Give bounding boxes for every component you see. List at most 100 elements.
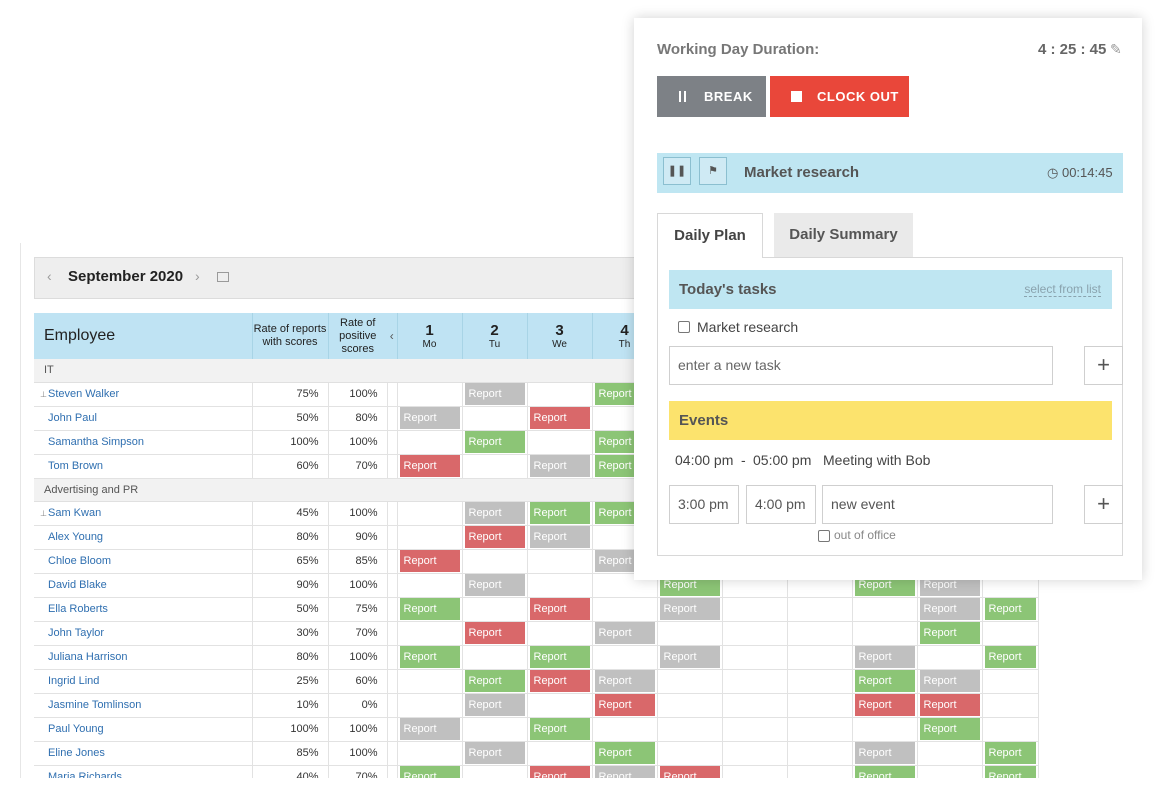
- report-cell[interactable]: [462, 454, 528, 479]
- report-cell[interactable]: Report: [397, 406, 463, 431]
- report-badge[interactable]: Report: [919, 670, 980, 692]
- pause-task-button[interactable]: ❚❚: [663, 157, 691, 185]
- report-badge[interactable]: Report: [464, 574, 525, 596]
- report-cell[interactable]: Report: [462, 693, 528, 718]
- report-cell[interactable]: Report: [592, 741, 658, 766]
- report-cell[interactable]: [722, 717, 788, 742]
- report-badge[interactable]: Report: [399, 550, 460, 572]
- report-cell[interactable]: [917, 741, 983, 766]
- report-cell[interactable]: [592, 717, 658, 742]
- report-cell[interactable]: Report: [852, 693, 918, 718]
- report-badge[interactable]: Report: [984, 598, 1036, 620]
- report-cell[interactable]: [787, 717, 853, 742]
- tab-daily-summary[interactable]: Daily Summary: [774, 213, 913, 257]
- report-cell[interactable]: [722, 765, 788, 778]
- report-cell[interactable]: [592, 645, 658, 670]
- report-badge[interactable]: Report: [984, 742, 1036, 764]
- report-badge[interactable]: Report: [594, 742, 655, 764]
- next-month-button[interactable]: ›: [195, 268, 200, 284]
- report-cell[interactable]: Report: [592, 669, 658, 694]
- report-cell[interactable]: Report: [462, 621, 528, 646]
- report-cell[interactable]: [722, 693, 788, 718]
- report-cell[interactable]: [787, 597, 853, 622]
- report-cell[interactable]: [462, 765, 528, 778]
- report-badge[interactable]: Report: [659, 598, 720, 620]
- report-cell[interactable]: Report: [462, 525, 528, 550]
- employee-name[interactable]: John Taylor: [34, 621, 253, 646]
- clock-out-button[interactable]: CLOCK OUT: [770, 76, 909, 117]
- report-badge[interactable]: Report: [529, 670, 590, 692]
- report-cell[interactable]: [462, 549, 528, 574]
- report-cell[interactable]: Report: [917, 597, 983, 622]
- report-cell[interactable]: [722, 741, 788, 766]
- report-badge[interactable]: Report: [594, 694, 655, 716]
- report-cell[interactable]: Report: [397, 454, 463, 479]
- employee-name[interactable]: ⊥ Sam Kwan: [34, 501, 253, 526]
- report-badge[interactable]: Report: [529, 526, 590, 548]
- expand-icon[interactable]: ⊥: [40, 389, 47, 399]
- employee-name[interactable]: Tom Brown: [34, 454, 253, 479]
- report-cell[interactable]: [397, 573, 463, 598]
- report-cell[interactable]: Report: [397, 717, 463, 742]
- report-cell[interactable]: [852, 597, 918, 622]
- report-cell[interactable]: [397, 669, 463, 694]
- report-badge[interactable]: Report: [984, 766, 1036, 778]
- employee-name[interactable]: Samantha Simpson: [34, 430, 253, 455]
- report-badge[interactable]: Report: [399, 718, 460, 740]
- task-checkbox[interactable]: [678, 321, 690, 333]
- employee-name[interactable]: Juliana Harrison: [34, 645, 253, 670]
- report-cell[interactable]: Report: [527, 525, 593, 550]
- report-badge[interactable]: Report: [464, 742, 525, 764]
- employee-name[interactable]: Ingrid Lind: [34, 669, 253, 694]
- report-badge[interactable]: Report: [594, 622, 655, 644]
- new-event-input[interactable]: new event: [822, 485, 1053, 524]
- report-cell[interactable]: Report: [657, 597, 723, 622]
- new-task-input[interactable]: enter a new task: [669, 346, 1053, 385]
- report-cell[interactable]: Report: [982, 645, 1039, 670]
- report-cell[interactable]: Report: [527, 645, 593, 670]
- report-cell[interactable]: Report: [592, 765, 658, 778]
- report-badge[interactable]: Report: [529, 766, 590, 778]
- report-cell[interactable]: Report: [462, 573, 528, 598]
- report-badge[interactable]: Report: [399, 455, 460, 477]
- report-cell[interactable]: [397, 741, 463, 766]
- report-cell[interactable]: Report: [917, 717, 983, 742]
- report-cell[interactable]: [397, 501, 463, 526]
- report-cell[interactable]: [982, 621, 1039, 646]
- report-cell[interactable]: [852, 621, 918, 646]
- out-of-office-checkbox[interactable]: [818, 530, 830, 542]
- new-event-end-input[interactable]: 4:00 pm: [746, 485, 816, 524]
- employee-name[interactable]: ⊥ Steven Walker: [34, 382, 253, 407]
- report-cell[interactable]: [982, 717, 1039, 742]
- report-cell[interactable]: [787, 669, 853, 694]
- employee-name[interactable]: Ella Roberts: [34, 597, 253, 622]
- report-cell[interactable]: Report: [527, 501, 593, 526]
- report-badge[interactable]: Report: [984, 646, 1036, 668]
- report-cell[interactable]: Report: [852, 741, 918, 766]
- report-cell[interactable]: Report: [527, 717, 593, 742]
- report-cell[interactable]: [527, 573, 593, 598]
- report-cell[interactable]: [397, 382, 463, 407]
- report-cell[interactable]: Report: [462, 501, 528, 526]
- report-cell[interactable]: Report: [917, 669, 983, 694]
- report-cell[interactable]: Report: [397, 645, 463, 670]
- report-cell[interactable]: Report: [397, 549, 463, 574]
- report-cell[interactable]: [527, 549, 593, 574]
- report-cell[interactable]: [462, 406, 528, 431]
- report-cell[interactable]: [657, 693, 723, 718]
- report-cell[interactable]: [527, 693, 593, 718]
- report-badge[interactable]: Report: [529, 502, 590, 524]
- report-badge[interactable]: Report: [464, 694, 525, 716]
- report-badge[interactable]: Report: [854, 766, 915, 778]
- report-cell[interactable]: [462, 717, 528, 742]
- report-cell[interactable]: Report: [397, 765, 463, 778]
- report-cell[interactable]: [722, 669, 788, 694]
- report-cell[interactable]: [527, 621, 593, 646]
- report-cell[interactable]: Report: [462, 382, 528, 407]
- report-cell[interactable]: Report: [527, 765, 593, 778]
- report-badge[interactable]: Report: [399, 646, 460, 668]
- report-badge[interactable]: Report: [464, 670, 525, 692]
- report-cell[interactable]: [982, 669, 1039, 694]
- report-badge[interactable]: Report: [464, 502, 525, 524]
- break-button[interactable]: BREAK: [657, 76, 766, 117]
